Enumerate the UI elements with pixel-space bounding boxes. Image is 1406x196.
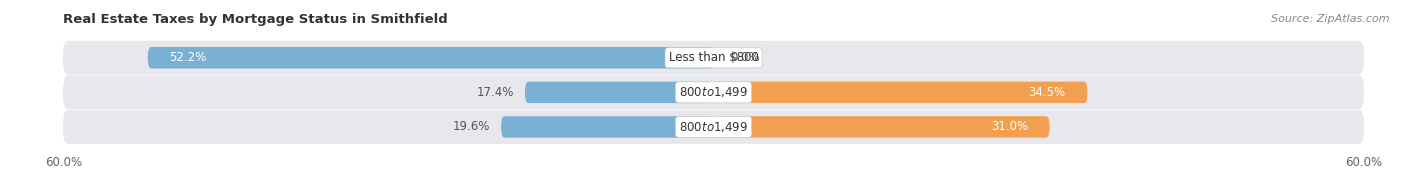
FancyBboxPatch shape [713, 116, 1049, 138]
Text: Source: ZipAtlas.com: Source: ZipAtlas.com [1271, 14, 1389, 24]
Text: 0.0%: 0.0% [730, 51, 759, 64]
Text: 17.4%: 17.4% [477, 86, 515, 99]
Text: 34.5%: 34.5% [1029, 86, 1066, 99]
FancyBboxPatch shape [524, 82, 713, 103]
FancyBboxPatch shape [713, 82, 1087, 103]
Text: $800 to $1,499: $800 to $1,499 [679, 85, 748, 99]
Text: 31.0%: 31.0% [991, 120, 1028, 133]
Text: 52.2%: 52.2% [170, 51, 207, 64]
Text: Less than $800: Less than $800 [669, 51, 758, 64]
FancyBboxPatch shape [148, 47, 713, 68]
FancyBboxPatch shape [63, 75, 1364, 109]
Text: Real Estate Taxes by Mortgage Status in Smithfield: Real Estate Taxes by Mortgage Status in … [63, 13, 449, 26]
Text: 19.6%: 19.6% [453, 120, 491, 133]
FancyBboxPatch shape [63, 110, 1364, 144]
Text: $800 to $1,499: $800 to $1,499 [679, 120, 748, 134]
FancyBboxPatch shape [501, 116, 713, 138]
FancyBboxPatch shape [63, 41, 1364, 75]
